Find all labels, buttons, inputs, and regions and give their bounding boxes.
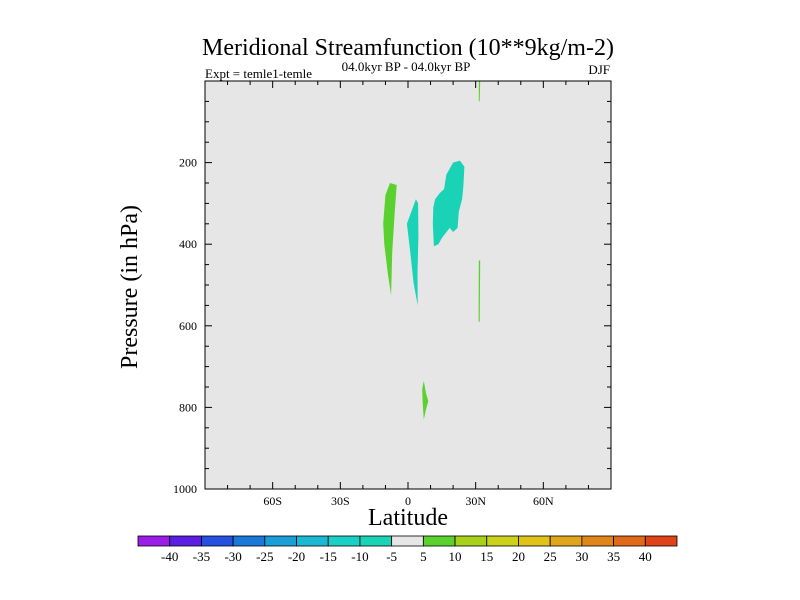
colorbar-label: 30 — [575, 549, 588, 564]
colorbar-label: 15 — [480, 549, 493, 564]
y-tick-label: 400 — [179, 237, 197, 251]
x-axis-label: Latitude — [368, 505, 448, 531]
colorbar-box — [422, 535, 456, 547]
y-tick-label: 800 — [179, 400, 197, 414]
colorbar-box — [264, 535, 297, 547]
colorbar-box — [518, 535, 551, 547]
colorbar-label: 35 — [607, 549, 620, 564]
colorbar-label: -15 — [320, 549, 337, 564]
colorbar-label: -40 — [161, 549, 178, 564]
colorbar-label: -10 — [351, 549, 368, 564]
period-label: 04.0kyr BP - 04.0kyr BP — [342, 59, 471, 74]
season-label: DJF — [588, 62, 610, 77]
contour-region-negative-5-10-north — [432, 160, 465, 247]
colorbar-label: -20 — [288, 549, 305, 564]
colorbar-box — [232, 535, 266, 547]
colorbar-box — [359, 535, 393, 547]
colorbar-label: -30 — [224, 549, 241, 564]
colorbar-box — [613, 535, 646, 547]
colorbar-label: 25 — [544, 549, 557, 564]
y-axis-label: Pressure (in hPa) — [117, 205, 143, 369]
colorbar-box — [391, 535, 424, 547]
colorbar-box — [486, 535, 519, 547]
x-tick-label: 60N — [533, 494, 554, 508]
colorbar-label: 5 — [420, 549, 427, 564]
colorbar-box — [549, 535, 583, 547]
colorbar-label: -35 — [193, 549, 210, 564]
colorbar-label: -5 — [386, 549, 397, 564]
x-tick-label: 0 — [405, 494, 411, 508]
colorbar-label: 10 — [449, 549, 462, 564]
colorbar-box — [581, 535, 614, 547]
contour-region-positive-5-10-north-column — [478, 81, 481, 102]
x-tick-label: 30N — [465, 494, 486, 508]
y-tick-label: 1000 — [173, 482, 197, 496]
experiment-label: Expt = temle1-temle — [205, 66, 312, 81]
x-tick-label: 60S — [263, 494, 282, 508]
colorbar-box — [296, 535, 329, 547]
colorbar-label: 20 — [512, 549, 525, 564]
y-tick-label: 600 — [179, 319, 197, 333]
contour-region-positive-5-10-tropical — [383, 183, 397, 296]
axes: 60S 30S 0 30N 60N 200 400 600 800 1000 — [173, 80, 612, 508]
contour-region-positive-5-10-lower — [422, 380, 429, 420]
chart-title: Meridional Streamfunction (10**9kg/m-2) — [202, 35, 614, 61]
x-tick-label: 30S — [331, 494, 350, 508]
colorbar: -40 -35 -30 -25 -20 -15 -10 -5 5 10 15 20 25 30 35 40 — [137, 535, 678, 564]
colorbar-box — [169, 535, 202, 547]
colorbar-box — [454, 535, 488, 547]
colorbar-box — [327, 535, 361, 547]
contour-region-positive-5-10-north-column-lower — [478, 260, 481, 322]
colorbar-label: 40 — [639, 549, 652, 564]
colorbar-box — [644, 535, 678, 547]
colorbar-box — [201, 535, 234, 547]
y-tick-label: 200 — [179, 156, 197, 170]
colorbar-label: -25 — [256, 549, 273, 564]
plot-background — [205, 81, 611, 489]
colorbar-box — [137, 535, 171, 547]
contour-region-negative-5-10-central — [406, 199, 419, 306]
plot-area — [205, 81, 611, 489]
